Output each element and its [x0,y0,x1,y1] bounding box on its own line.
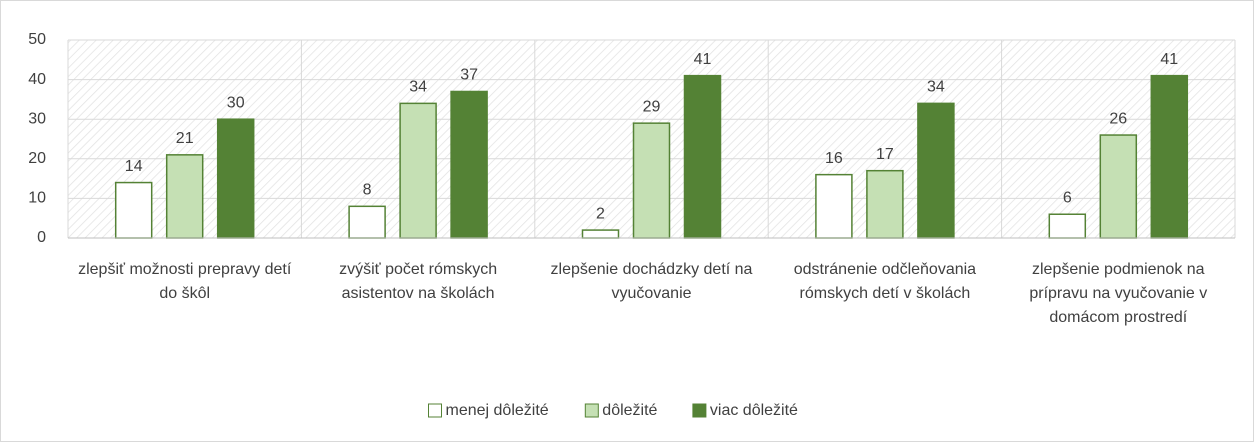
bar [917,102,955,239]
bar [1048,213,1087,239]
bar [632,122,671,239]
data-label: 41 [1160,51,1178,68]
y-tick-label: 10 [28,190,46,207]
bar [348,205,386,239]
bar [815,173,853,239]
data-label: 30 [227,94,245,111]
data-label: 34 [927,79,945,96]
legend-label: menej dôležité [446,402,549,419]
data-label: 41 [694,51,712,68]
data-label: 8 [363,182,372,199]
y-tick-label: 50 [28,31,46,48]
bar [114,181,153,239]
y-tick-label: 20 [28,150,46,167]
legend-label: viac dôležité [710,402,798,419]
data-label: 16 [825,150,843,167]
bar [866,169,904,239]
y-tick-label: 0 [37,229,46,246]
bar [216,118,255,239]
y-tick-label: 30 [28,110,46,127]
data-label: 21 [176,130,194,147]
legend-label: dôležité [602,402,657,419]
x-tick-label: zvýšiť počet rómskych asistentov na škol… [339,261,498,302]
data-label: 6 [1063,189,1072,206]
bar [165,154,204,239]
data-label: 14 [125,158,143,175]
data-label: 17 [876,146,894,163]
data-label: 26 [1109,110,1127,127]
bar [683,74,722,239]
data-label: 29 [643,98,661,115]
data-label: 34 [409,79,427,96]
legend-swatch [584,403,599,418]
legend-swatch [428,403,442,418]
x-tick-label: zlepšiť možnosti prepravy detí do škôl [78,261,292,302]
bar [581,229,620,239]
bar [1150,74,1189,239]
bar [1099,134,1138,239]
data-label: 2 [596,205,605,222]
x-tick-label: zlepšenie podmienok na prípravu na vyučo… [1029,261,1208,326]
x-tick-label: odstránenie odčleňovania rómskych detí v… [793,261,977,302]
bar [399,102,437,239]
data-label: 37 [460,67,478,84]
bar [450,90,488,239]
y-tick-label: 40 [28,71,46,88]
x-tick-label: zlepšenie dochádzky detí na vyučovanie [550,261,753,302]
legend-swatch [692,403,707,418]
